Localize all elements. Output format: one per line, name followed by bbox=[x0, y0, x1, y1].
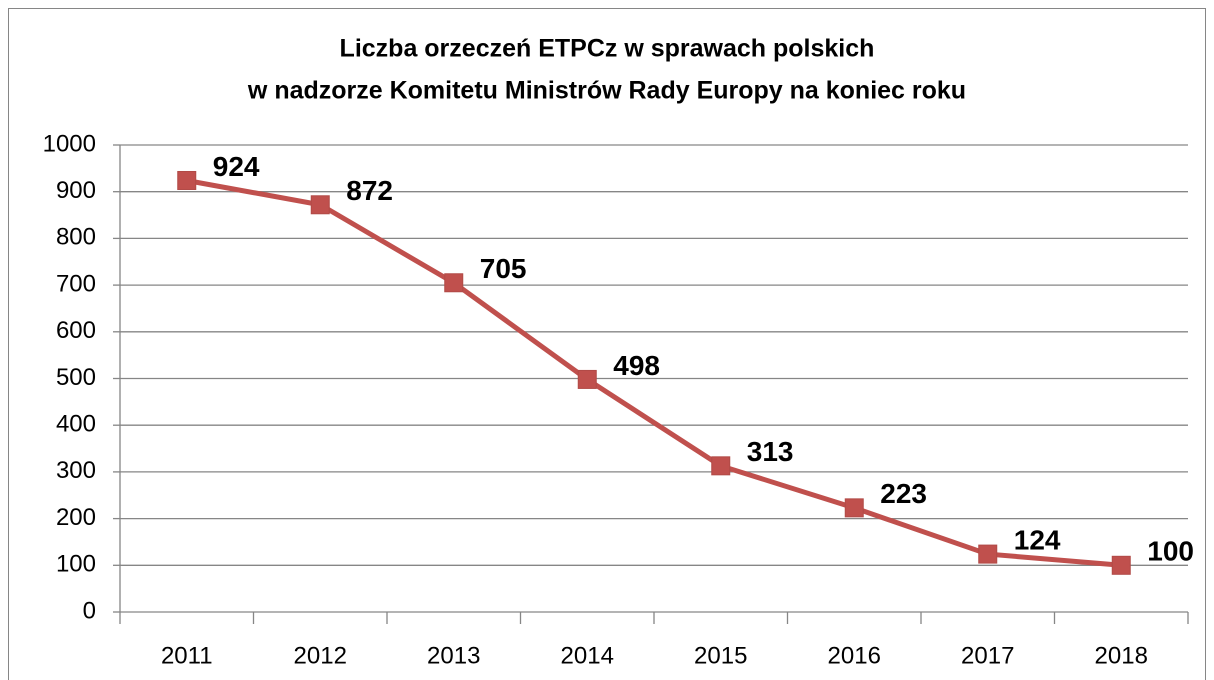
y-tick-label: 100 bbox=[56, 551, 96, 578]
data-label: 705 bbox=[480, 253, 527, 284]
data-label: 924 bbox=[213, 151, 260, 182]
x-tick-label: 2012 bbox=[294, 642, 347, 669]
y-tick-label: 600 bbox=[56, 317, 96, 344]
y-tick-label: 700 bbox=[56, 270, 96, 297]
y-tick-label: 400 bbox=[56, 411, 96, 438]
data-label: 498 bbox=[613, 350, 660, 381]
data-label: 100 bbox=[1147, 536, 1194, 567]
y-tick-label: 800 bbox=[56, 224, 96, 251]
y-tick-label: 300 bbox=[56, 457, 96, 484]
x-tick-label: 2015 bbox=[694, 642, 747, 669]
data-marker bbox=[177, 170, 197, 190]
chart-title: w nadzorze Komitetu Ministrów Rady Europ… bbox=[247, 77, 966, 105]
y-tick-label: 1000 bbox=[43, 130, 96, 157]
data-marker bbox=[844, 498, 864, 518]
data-label: 223 bbox=[880, 478, 927, 509]
data-marker bbox=[1111, 555, 1131, 575]
data-marker bbox=[978, 544, 998, 564]
data-marker bbox=[310, 195, 330, 215]
y-tick-label: 500 bbox=[56, 364, 96, 391]
y-tick-label: 900 bbox=[56, 177, 96, 204]
data-marker bbox=[444, 273, 464, 293]
y-tick-label: 200 bbox=[56, 504, 96, 531]
data-label: 124 bbox=[1014, 524, 1061, 555]
x-tick-label: 2017 bbox=[961, 642, 1014, 669]
x-tick-label: 2018 bbox=[1095, 642, 1148, 669]
x-tick-label: 2014 bbox=[561, 642, 614, 669]
data-marker bbox=[711, 456, 731, 476]
data-line bbox=[186, 178, 1122, 568]
x-tick-label: 2013 bbox=[427, 642, 480, 669]
x-tick-label: 2016 bbox=[828, 642, 881, 669]
chart-title: Liczba orzeczeń ETPCz w sprawach polskic… bbox=[340, 35, 875, 63]
data-label: 872 bbox=[346, 175, 393, 206]
y-tick-label: 0 bbox=[83, 597, 96, 624]
data-marker bbox=[577, 369, 597, 389]
chart-border bbox=[8, 8, 1206, 680]
data-label: 313 bbox=[747, 436, 794, 467]
x-tick-label: 2011 bbox=[161, 642, 213, 669]
